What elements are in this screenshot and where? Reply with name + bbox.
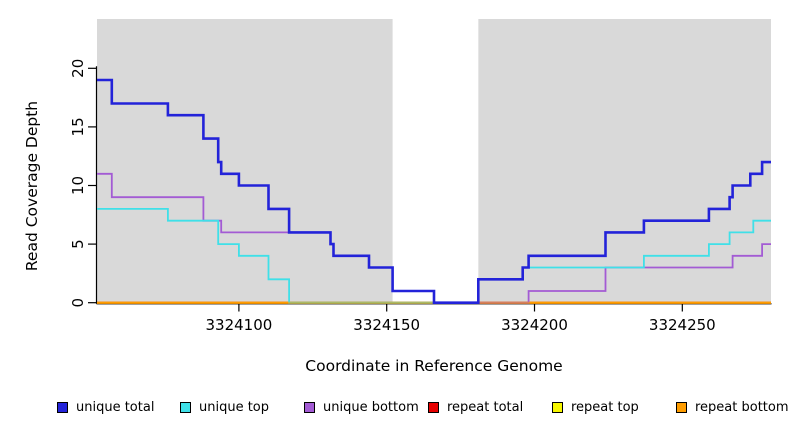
legend-color-swatch	[180, 401, 191, 413]
legend-label: repeat bottom	[695, 399, 789, 415]
legend-color-swatch	[304, 401, 315, 413]
y-tick-label: 0	[69, 298, 87, 308]
y-tick-label: 5	[69, 239, 87, 249]
x-tick-label: 3324100	[205, 316, 272, 334]
legend-label: repeat total	[447, 399, 524, 415]
legend-item-unique-top: unique top	[180, 399, 269, 415]
series-line-unique-total	[97, 78, 771, 304]
x-tick-label: 3324150	[353, 316, 420, 334]
x-axis-title: Coordinate in Reference Genome	[305, 357, 563, 375]
legend-item-repeat-bottom: repeat bottom	[676, 399, 789, 415]
y-tick-label: 10	[69, 176, 87, 195]
legend-item-repeat-top: repeat top	[552, 399, 639, 415]
y-tick-label: 20	[69, 59, 87, 78]
legend-label: unique top	[199, 399, 270, 415]
legend-item-unique-total: unique total	[57, 399, 154, 415]
x-tick-label: 3324200	[501, 316, 568, 334]
highlight-band	[392, 19, 479, 303]
legend-item-unique-bottom: unique bottom	[304, 399, 419, 415]
legend-color-swatch	[428, 401, 439, 413]
legend-color-swatch	[552, 401, 563, 413]
legend-label: unique bottom	[323, 399, 419, 415]
legend-label: unique total	[76, 399, 155, 415]
legend-item-repeat-total: repeat total	[428, 399, 523, 415]
y-tick-label: 15	[69, 117, 87, 136]
y-axis-title: Read Coverage Depth	[23, 100, 41, 272]
coverage-plot: 0 5 10 15 20 3324100 3324150 3324200 3324250	[69, 19, 772, 334]
legend-color-swatch	[57, 401, 68, 413]
legend-label: repeat top	[571, 399, 639, 415]
legend-color-swatch	[676, 401, 687, 413]
x-tick-label: 3324250	[649, 316, 716, 334]
